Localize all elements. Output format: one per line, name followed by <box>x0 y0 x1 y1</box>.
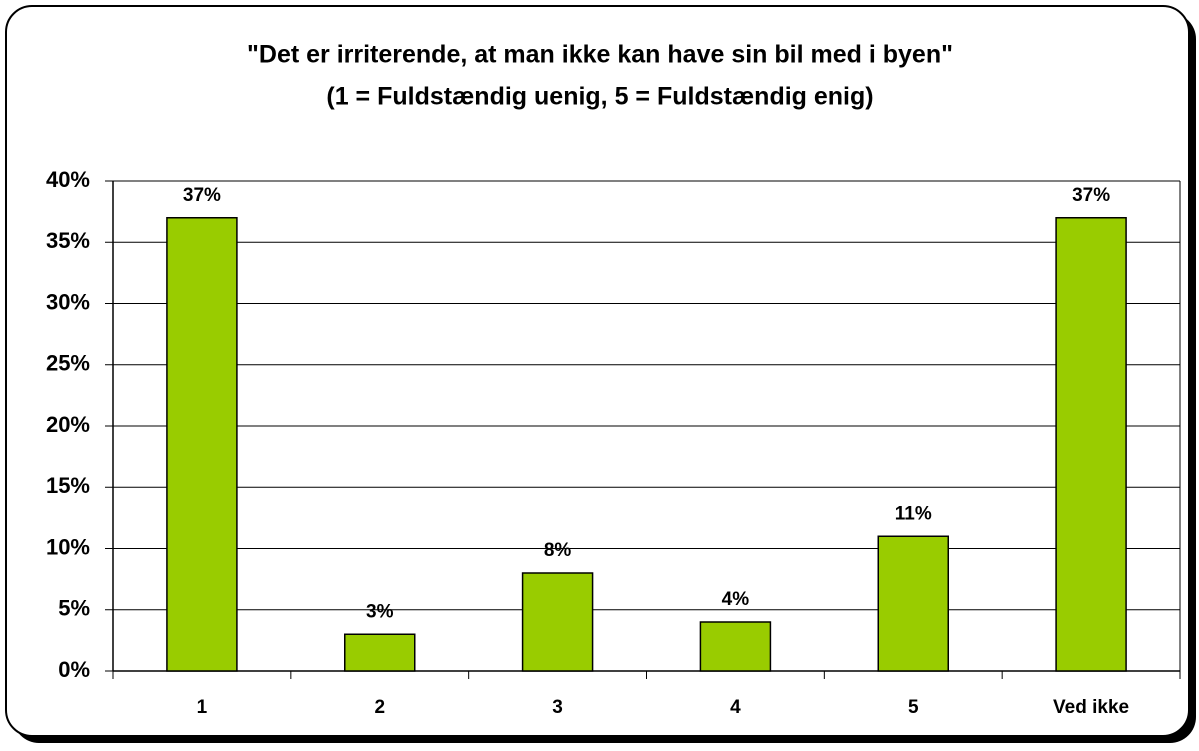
x-tick-label: Ved ikke <box>1053 697 1129 718</box>
y-tick-label: 0% <box>58 657 90 682</box>
bar <box>877 535 949 672</box>
y-tick-label: 20% <box>46 412 90 437</box>
bar <box>521 572 594 672</box>
y-tick-label: 15% <box>46 473 90 498</box>
value-label: 4% <box>722 589 750 610</box>
bar <box>699 621 772 672</box>
chart-title: "Det er irriterende, at man ikke kan hav… <box>247 41 953 69</box>
x-tick-label: 2 <box>374 697 385 718</box>
bar <box>166 217 238 672</box>
bar <box>1055 217 1127 672</box>
y-tick-label: 5% <box>58 596 90 621</box>
x-tick-label: 5 <box>908 697 919 718</box>
y-tick-label: 30% <box>46 289 90 314</box>
x-tick-label: 1 <box>197 697 208 718</box>
y-tick-label: 10% <box>46 534 90 559</box>
x-tick-label: 3 <box>552 697 563 718</box>
value-label: 37% <box>183 185 221 206</box>
chart-subtitle: (1 = Fuldstændig uenig, 5 = Fuldstændig … <box>326 83 873 111</box>
value-label: 37% <box>1072 185 1110 206</box>
x-tick-label: 4 <box>730 697 741 718</box>
y-tick-label: 35% <box>46 228 90 253</box>
y-tick-label: 25% <box>46 351 90 376</box>
y-tick-label: 40% <box>46 167 90 192</box>
value-label: 8% <box>544 540 572 561</box>
bar <box>344 633 416 672</box>
value-label: 11% <box>895 503 932 524</box>
value-label: 3% <box>366 601 394 622</box>
